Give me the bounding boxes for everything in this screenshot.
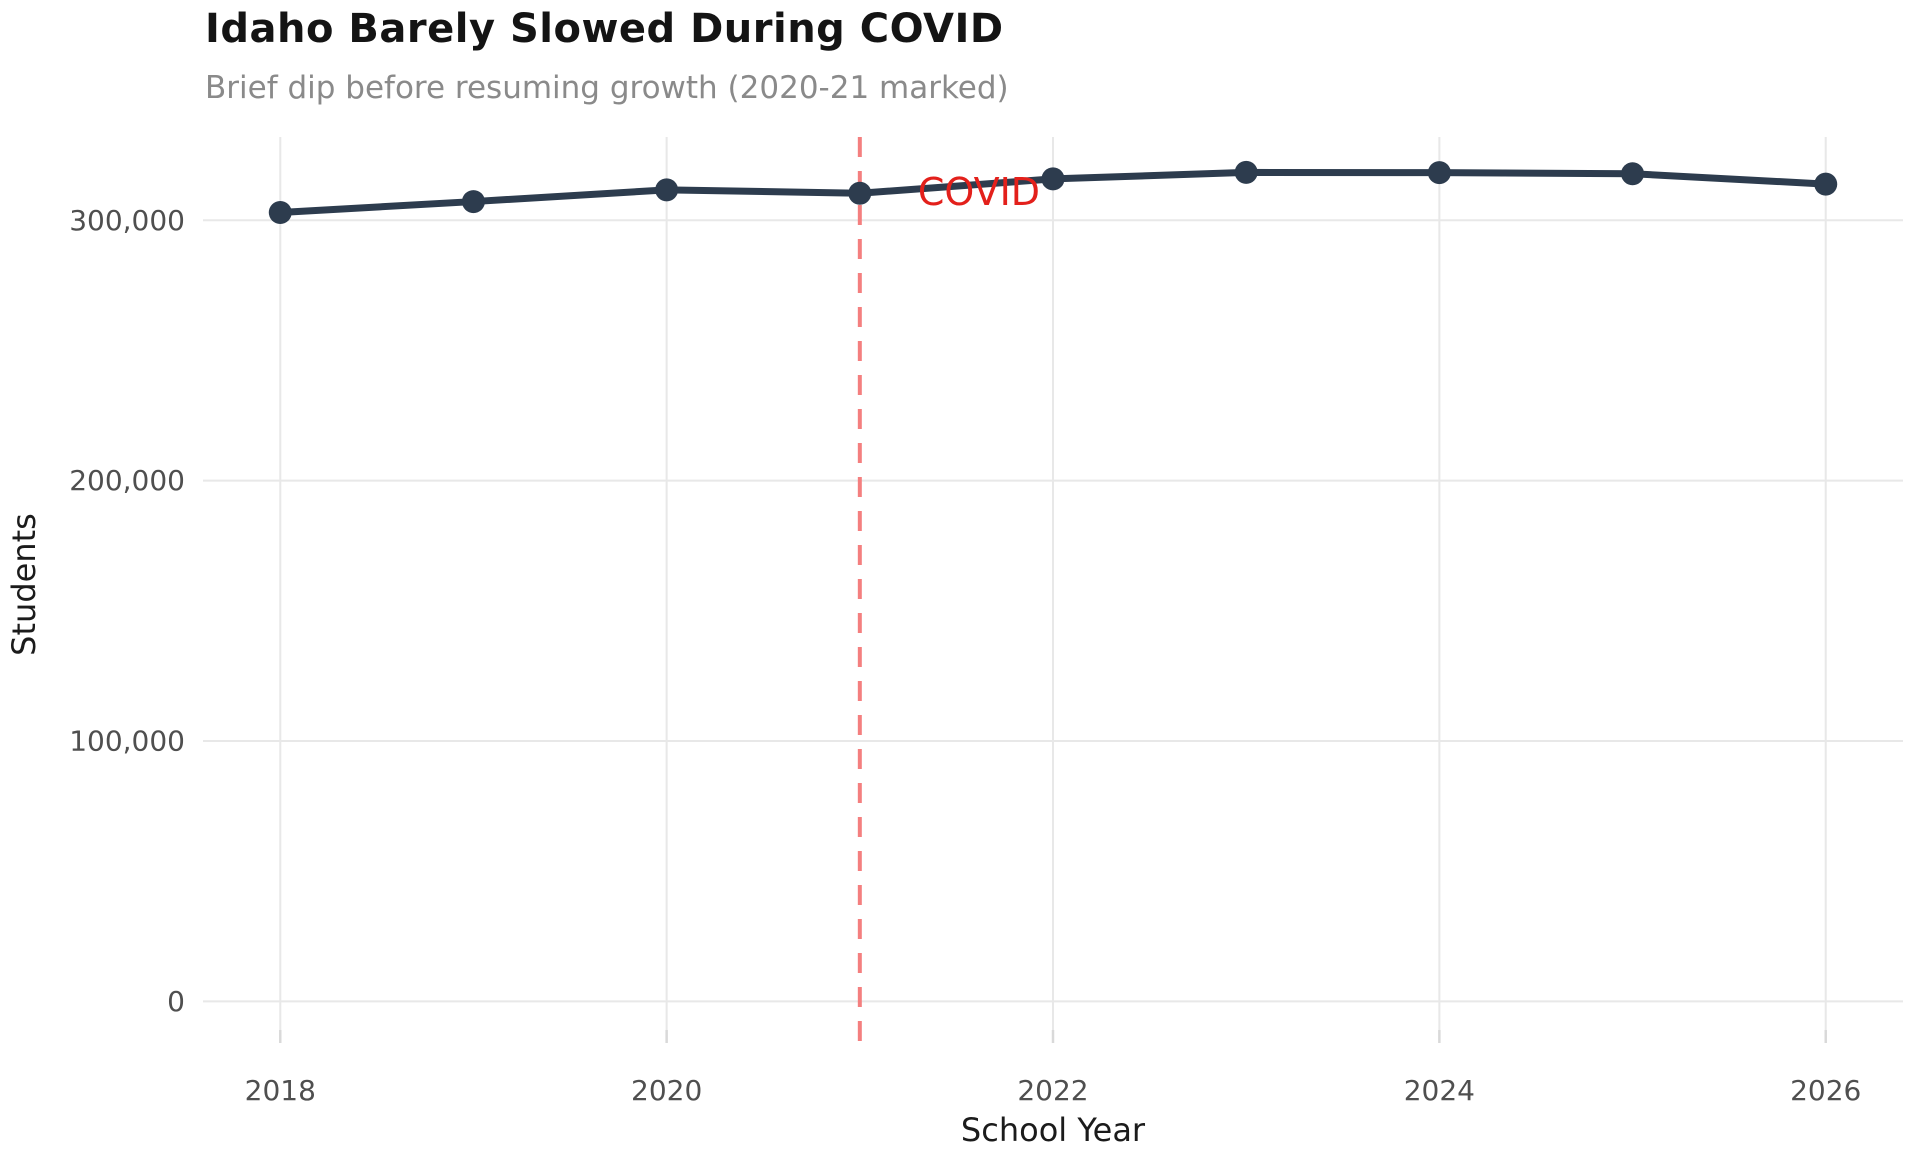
x-tick-label: 2024 [1404,1074,1475,1107]
data-point [1234,160,1258,184]
x-tick-label: 2026 [1790,1074,1861,1107]
chart-title: Idaho Barely Slowed During COVID [205,6,1004,52]
x-tick-label: 2018 [245,1074,316,1107]
x-tick-label: 2022 [1017,1074,1088,1107]
chart-subtitle: Brief dip before resuming growth (2020-2… [205,70,1009,106]
data-point [268,201,292,225]
data-point [1427,161,1451,185]
covid-annotation-label: COVID [918,170,1040,214]
data-point [848,181,872,205]
data-point [461,190,485,214]
y-axis-title: Students [5,513,43,656]
y-tick-label: 0 [167,985,185,1018]
y-tick-label: 200,000 [69,464,185,497]
data-point [655,178,679,202]
x-tick-label: 2020 [631,1074,702,1107]
data-point [1814,172,1838,196]
data-point [1041,167,1065,191]
y-tick-label: 300,000 [69,204,185,237]
y-tick-label: 100,000 [69,725,185,758]
x-axis-title: School Year [961,1111,1146,1149]
data-point [1621,162,1645,186]
